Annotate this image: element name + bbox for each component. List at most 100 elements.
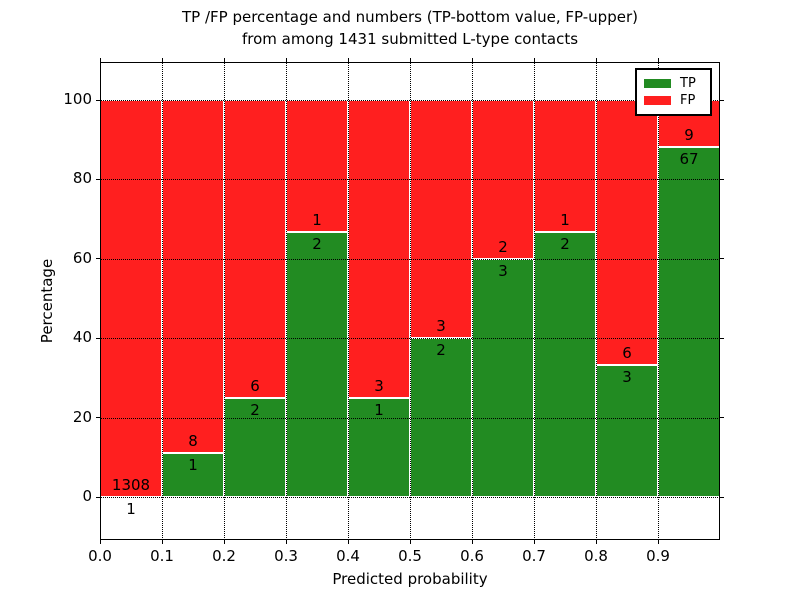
- x-tick-label: 0.9: [646, 547, 670, 565]
- bar-fp-segment: [596, 100, 658, 365]
- x-tick-label: 0.6: [460, 547, 484, 565]
- x-tick-mark-top: [657, 58, 659, 62]
- bar-tp-segment: [286, 232, 348, 497]
- bar-tp-segment: [348, 397, 410, 497]
- y-tick-mark-right: [720, 99, 724, 101]
- y-tick-mark: [96, 337, 100, 339]
- x-tick-mark: [161, 540, 163, 544]
- vertical-gridline: [286, 62, 287, 540]
- x-tick-mark-top: [161, 58, 163, 62]
- y-tick-mark-right: [720, 258, 724, 260]
- fp-count-label: 2: [498, 237, 508, 256]
- plot-area: 1308 1 8 1 6 2 1 2 3 1 3 2 2 3 1 2 6 3 9 67 0.0 0.1 0.2 0.3 0.4 0…: [63, 58, 724, 565]
- x-tick-mark: [471, 540, 473, 544]
- x-tick-mark: [533, 540, 535, 544]
- x-tick-mark: [595, 540, 597, 544]
- y-tick-mark-right: [720, 417, 724, 419]
- x-tick-label: 0.8: [584, 547, 608, 565]
- x-tick-mark-top: [285, 58, 287, 62]
- y-tick-mark-right: [720, 178, 724, 180]
- legend-item-tp: TP: [644, 75, 710, 92]
- fp-count-label: 8: [188, 431, 198, 450]
- y-tick-mark: [96, 178, 100, 180]
- x-tick-mark: [409, 540, 411, 544]
- legend: TP FP: [635, 68, 712, 116]
- bar-tp-segment: [534, 232, 596, 497]
- x-tick-mark: [657, 540, 659, 544]
- x-tick-mark-top: [471, 58, 473, 62]
- y-tick-mark: [96, 99, 100, 101]
- fp-count-label: 3: [436, 317, 446, 336]
- x-tick-label: 0.1: [150, 547, 174, 565]
- x-tick-mark-top: [223, 58, 225, 62]
- y-tick-mark: [96, 417, 100, 419]
- x-tick-label: 0.4: [336, 547, 360, 565]
- x-tick-label: 0.3: [274, 547, 298, 565]
- tp-count-label: 2: [312, 235, 322, 254]
- x-tick-label: 0.5: [398, 547, 422, 565]
- x-axis-label: Predicted probability: [332, 570, 488, 588]
- x-tick-label: 0.2: [212, 547, 236, 565]
- y-tick-label: 100: [63, 90, 92, 108]
- bar-fp-segment: [534, 100, 596, 233]
- legend-item-fp: FP: [644, 92, 710, 109]
- vertical-gridline: [534, 62, 535, 540]
- fp-count-label: 9: [684, 126, 694, 144]
- horizontal-gridline: [100, 338, 720, 340]
- x-tick-mark: [99, 540, 101, 544]
- x-tick-mark-top: [409, 58, 411, 62]
- y-tick-label: 60: [72, 248, 92, 267]
- bar-fp-segment: [224, 100, 286, 398]
- legend-label-fp: FP: [680, 93, 696, 108]
- vertical-gridline: [472, 62, 473, 540]
- x-tick-label: 0.7: [522, 547, 546, 565]
- x-tick-mark-top: [347, 58, 349, 62]
- tp-count-label: 2: [436, 341, 446, 360]
- horizontal-gridline: [100, 497, 720, 498]
- horizontal-gridline: [100, 179, 720, 181]
- y-tick-label: 20: [72, 407, 92, 426]
- bar-tp-segment: [596, 364, 658, 497]
- x-tick-label: 0.0: [88, 547, 112, 565]
- fp-count-label: 6: [250, 376, 260, 395]
- x-tick-mark-top: [533, 58, 535, 62]
- horizontal-gridline: [100, 100, 720, 101]
- horizontal-gridline: [100, 417, 720, 419]
- tp-count-label: 2: [560, 235, 570, 254]
- bar-tp-segment: [162, 452, 224, 497]
- chart-title-line1: TP /FP percentage and numbers (TP-bottom…: [182, 8, 638, 26]
- horizontal-gridline: [100, 258, 720, 260]
- fp-count-label: 1: [560, 211, 570, 230]
- y-tick-mark-right: [720, 337, 724, 339]
- bar-fp-segment: [410, 100, 472, 339]
- vertical-gridline: [348, 62, 349, 540]
- bar-fp-segment: [162, 100, 224, 453]
- vertical-gridline: [658, 62, 659, 540]
- vertical-gridline: [224, 62, 225, 540]
- tp-count-label: 1: [374, 400, 384, 419]
- vertical-gridline: [596, 62, 597, 540]
- fp-count-label: 1: [312, 211, 322, 230]
- y-tick-label: 40: [72, 328, 92, 347]
- y-tick-label: 80: [72, 169, 92, 188]
- tp-count-label: 2: [250, 400, 260, 419]
- y-tick-mark: [96, 496, 100, 498]
- fp-count-label: 6: [622, 343, 632, 362]
- legend-label-tp: TP: [680, 76, 696, 91]
- x-tick-mark: [285, 540, 287, 544]
- tp-count-label: 3: [622, 367, 632, 386]
- tp-count-label: 1: [188, 455, 198, 474]
- fp-count-label: 1308: [111, 475, 151, 494]
- vertical-gridline: [410, 62, 411, 540]
- bar-tp-segment: [658, 147, 720, 497]
- tp-count-label: 1: [126, 499, 136, 518]
- y-tick-label: 0: [82, 487, 92, 505]
- x-tick-mark: [223, 540, 225, 544]
- vertical-gridline: [162, 62, 163, 540]
- x-tick-mark: [347, 540, 349, 544]
- tp-count-label: 67: [679, 150, 699, 168]
- tp-count-label: 3: [498, 261, 508, 280]
- bar-fp-segment: [100, 100, 162, 497]
- fp-count-label: 3: [374, 376, 384, 395]
